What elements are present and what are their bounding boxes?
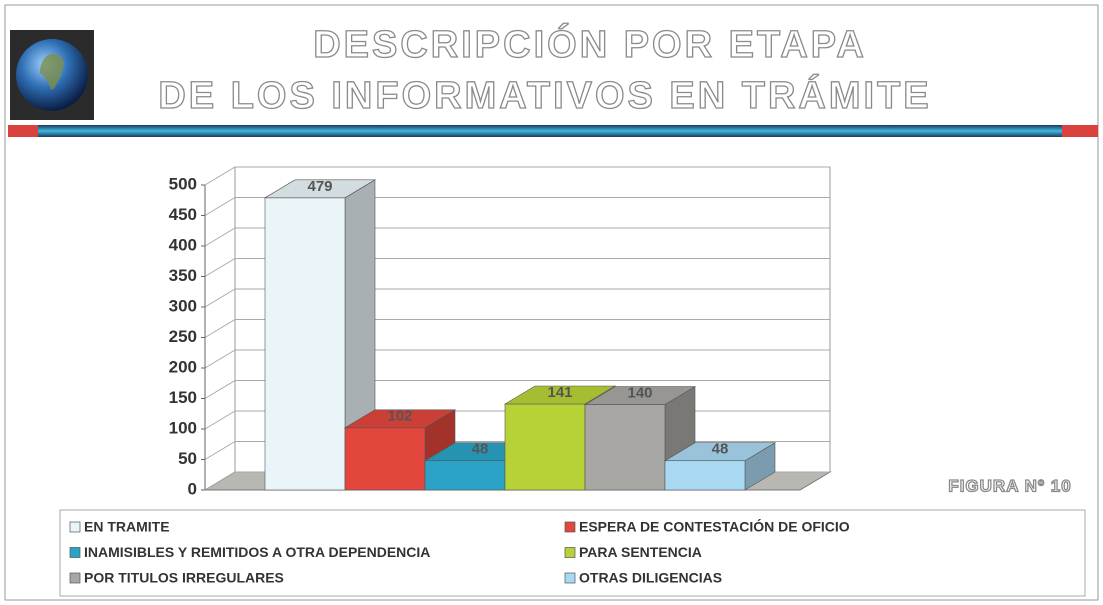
y-tick-label: 0 [188,479,197,498]
y-tick-label: 100 [169,418,197,437]
y-tick-label: 50 [178,449,197,468]
y-tick-label: 150 [169,388,197,407]
stripe-end [8,125,38,137]
legend-label: POR TITULOS IRREGULARES [84,570,284,586]
legend-swatch [565,573,575,583]
bar [425,461,505,490]
data-label: 102 [387,408,412,425]
legend-label: EN TRAMITE [84,519,170,535]
bar [345,428,425,490]
y-tick-label: 450 [169,205,197,224]
stripe-end [1062,125,1098,137]
y-tick-label: 350 [169,266,197,285]
bar [585,405,665,490]
chart-subtitle: DE LOS INFORMATIVOS EN TRÁMITE [158,73,931,117]
slide: DESCRIPCIÓN POR ETAPA DE LOS INFORMATIVO… [0,0,1103,605]
legend-label: INAMISIBLES Y REMITIDOS A OTRA DEPENDENC… [84,544,430,560]
data-label: 141 [547,384,572,401]
legend-swatch [565,548,575,558]
y-tick-label: 200 [169,357,197,376]
y-tick-label: 300 [169,296,197,315]
data-label: 48 [712,441,729,458]
data-label: 140 [627,385,652,402]
legend-label: PARA SENTENCIA [579,544,702,560]
legend-label: ESPERA DE CONTESTACIÓN DE OFICIO [579,518,850,535]
figure-label: FIGURA Nº 10 [948,476,1071,495]
chart-title: DESCRIPCIÓN POR ETAPA [313,22,867,66]
legend-label: OTRAS DILIGENCIAS [579,570,722,586]
bar [505,404,585,490]
y-tick-label: 250 [169,327,197,346]
y-tick-label: 500 [169,174,197,193]
legend-swatch [565,522,575,532]
header-stripe [8,125,1098,137]
y-tick-label: 400 [169,235,197,254]
legend-swatch [70,548,80,558]
legend-swatch [70,522,80,532]
data-label: 479 [307,178,332,195]
bar [665,461,745,490]
bar [265,198,345,490]
legend-swatch [70,573,80,583]
data-label: 48 [472,441,489,458]
